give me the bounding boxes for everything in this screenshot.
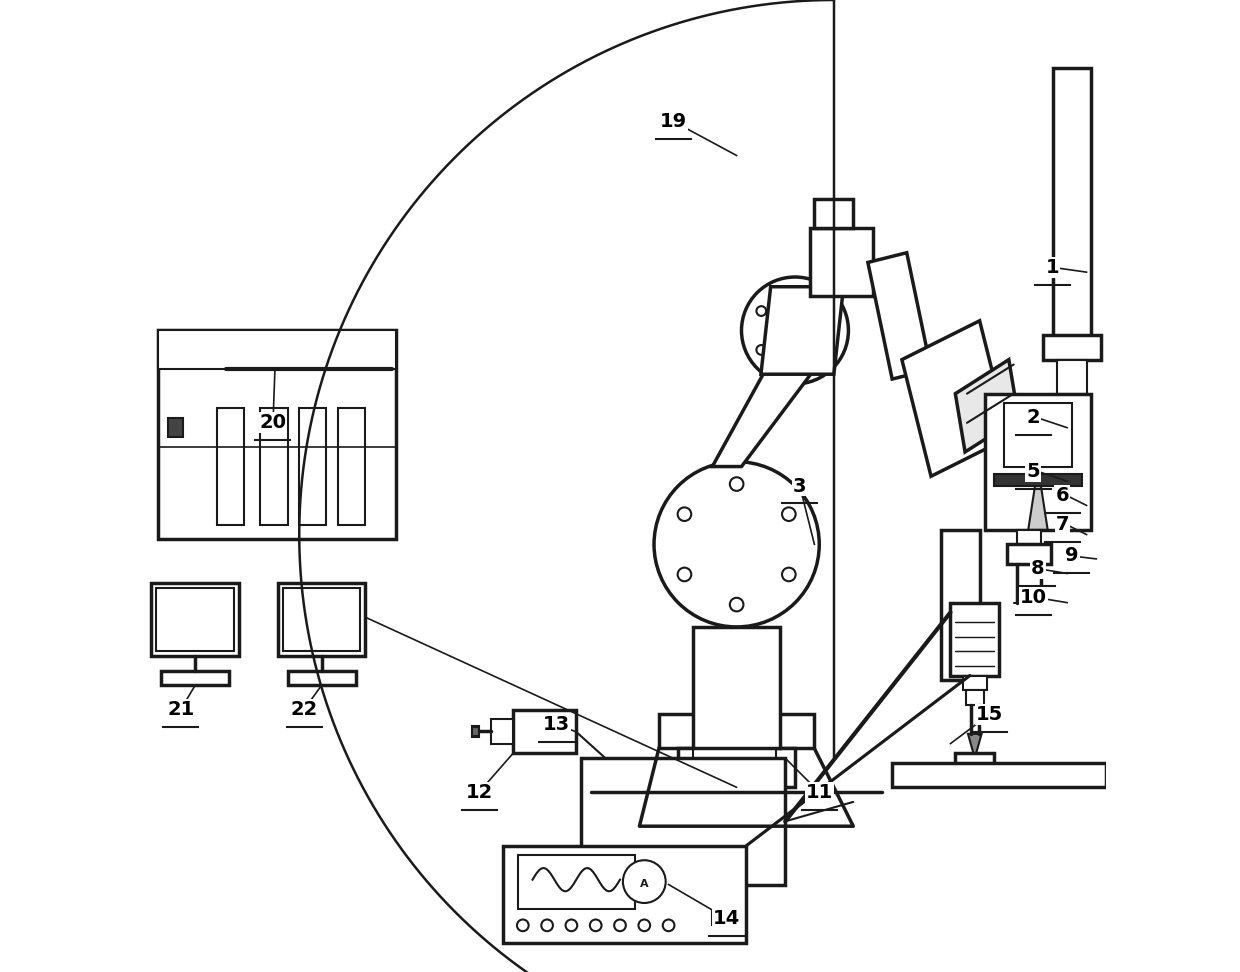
Text: 21: 21: [167, 700, 195, 719]
Bar: [503, 846, 746, 943]
Bar: [156, 588, 234, 651]
Circle shape: [653, 462, 820, 627]
Bar: [810, 228, 873, 296]
Circle shape: [790, 364, 800, 374]
Text: 3: 3: [794, 476, 806, 496]
Bar: [513, 710, 577, 753]
Text: A: A: [640, 879, 649, 888]
Bar: [159, 330, 397, 539]
Circle shape: [782, 568, 796, 581]
Bar: [1017, 530, 1040, 544]
Bar: [994, 474, 1081, 486]
Polygon shape: [955, 360, 1018, 452]
Text: 19: 19: [660, 112, 687, 131]
Bar: [283, 588, 361, 651]
Circle shape: [614, 920, 626, 931]
Circle shape: [677, 568, 691, 581]
Bar: [1004, 403, 1071, 467]
Circle shape: [590, 920, 601, 931]
Polygon shape: [968, 734, 982, 758]
Text: 5: 5: [1027, 462, 1040, 481]
Bar: [963, 676, 987, 690]
Bar: [1053, 68, 1091, 340]
Bar: [1007, 544, 1050, 564]
Bar: [815, 199, 853, 228]
Text: 11: 11: [806, 782, 833, 802]
Text: 14: 14: [713, 909, 740, 928]
Bar: [518, 855, 635, 909]
Circle shape: [565, 920, 578, 931]
Bar: [582, 758, 785, 885]
Polygon shape: [712, 369, 815, 467]
Text: 8: 8: [1032, 559, 1045, 578]
Text: 7: 7: [1055, 515, 1069, 535]
Polygon shape: [868, 253, 931, 379]
Bar: [1043, 335, 1101, 360]
Bar: [1058, 360, 1086, 394]
Circle shape: [790, 287, 800, 296]
Bar: [167, 418, 182, 437]
Bar: [966, 690, 983, 705]
Text: 22: 22: [290, 700, 317, 719]
Bar: [339, 408, 366, 525]
Bar: [299, 408, 326, 525]
Text: 12: 12: [465, 782, 492, 802]
Text: 13: 13: [543, 714, 570, 734]
Polygon shape: [901, 321, 1009, 476]
Circle shape: [542, 920, 553, 931]
Bar: [491, 719, 513, 744]
Circle shape: [622, 860, 666, 903]
Bar: [678, 748, 795, 787]
Circle shape: [823, 345, 833, 355]
Circle shape: [782, 507, 796, 521]
Polygon shape: [761, 287, 843, 374]
Bar: [159, 330, 397, 369]
Circle shape: [730, 598, 744, 611]
Bar: [693, 748, 775, 787]
Bar: [951, 603, 999, 676]
Text: 6: 6: [1055, 486, 1069, 505]
Bar: [892, 763, 1106, 787]
Bar: [217, 408, 244, 525]
Polygon shape: [1028, 467, 1048, 530]
Circle shape: [662, 920, 675, 931]
Bar: [288, 671, 356, 685]
Text: 1: 1: [1045, 258, 1059, 277]
Bar: [278, 583, 366, 656]
Bar: [151, 583, 239, 656]
Circle shape: [756, 345, 766, 355]
Circle shape: [742, 277, 848, 384]
Circle shape: [639, 920, 650, 931]
Circle shape: [730, 477, 744, 491]
Text: 2: 2: [1027, 408, 1040, 428]
Bar: [985, 394, 1091, 530]
Circle shape: [517, 920, 528, 931]
Bar: [712, 911, 732, 925]
Bar: [658, 714, 815, 748]
Circle shape: [677, 507, 691, 521]
Bar: [472, 726, 479, 737]
Bar: [161, 671, 229, 685]
Bar: [260, 408, 288, 525]
Text: 20: 20: [259, 413, 286, 433]
Text: 9: 9: [1065, 546, 1079, 566]
Polygon shape: [941, 530, 980, 680]
Text: 10: 10: [1019, 588, 1047, 608]
Circle shape: [756, 306, 766, 316]
Circle shape: [823, 306, 833, 316]
Text: 15: 15: [976, 705, 1003, 724]
Polygon shape: [693, 627, 780, 748]
Bar: [955, 753, 994, 768]
